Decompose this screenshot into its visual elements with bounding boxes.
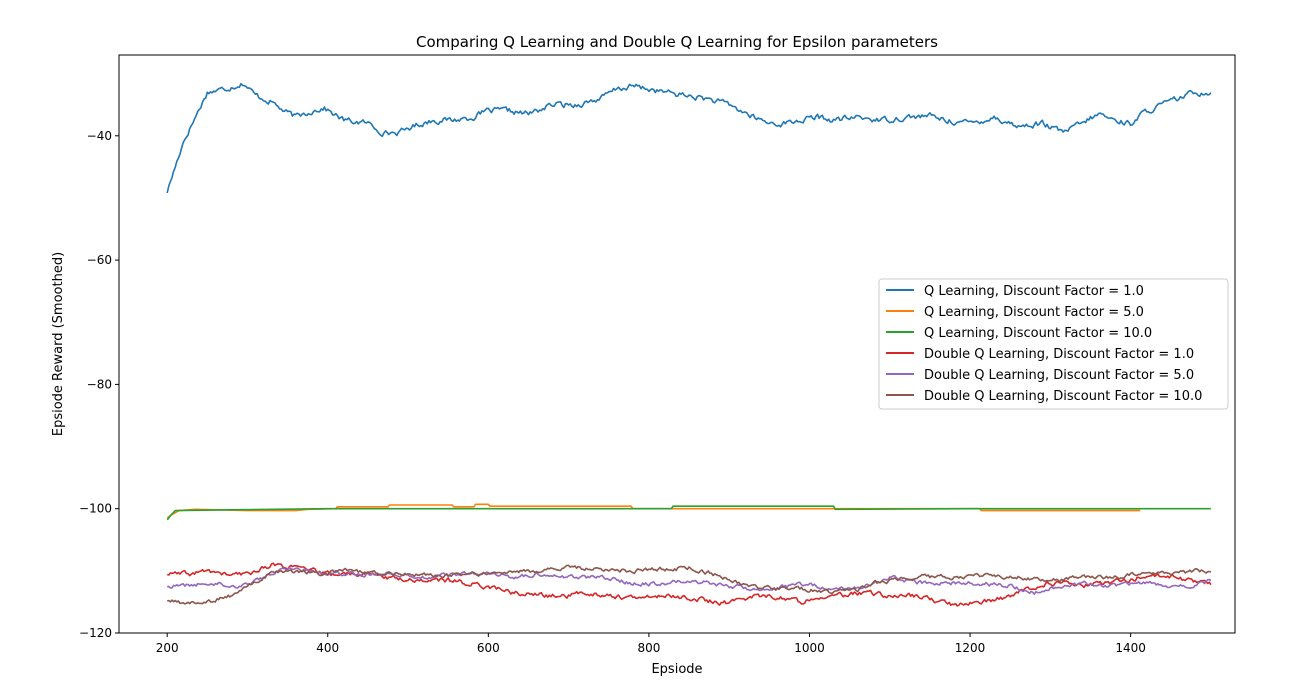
y-tick-label: −80 xyxy=(87,377,112,391)
legend: Q Learning, Discount Factor = 1.0 Q Learn… xyxy=(878,278,1229,410)
series-lines xyxy=(166,82,1212,607)
x-tick-label: 1200 xyxy=(955,641,986,655)
legend-label-3: Q Learning, Discount Factor = 10.0 xyxy=(924,326,1152,341)
legend-label-1: Q Learning, Discount Factor = 1.0 xyxy=(924,284,1144,299)
y-tick-label: −100 xyxy=(79,502,112,516)
x-tick-label: 400 xyxy=(316,641,339,655)
y-axis-ticks: −120 −100 −80 −60 −40 xyxy=(79,129,119,640)
y-tick-label: −60 xyxy=(87,253,112,267)
x-tick-label: 1000 xyxy=(794,641,825,655)
plot-frame xyxy=(118,54,1236,634)
x-tick-label: 1400 xyxy=(1115,641,1146,655)
legend-frame xyxy=(878,278,1229,410)
y-tick-label: −120 xyxy=(79,626,112,640)
legend-label-5: Double Q Learning, Discount Factor = 5.0 xyxy=(924,368,1194,383)
y-axis-label: Epsiode Reward (Smoothed) xyxy=(51,252,66,436)
x-tick-label: 800 xyxy=(637,641,660,655)
series-line-1 xyxy=(166,82,1212,194)
series-line-6 xyxy=(167,564,1212,605)
series-line-3 xyxy=(166,505,1211,521)
x-axis-ticks: 200 400 600 800 1000 1200 1400 xyxy=(156,633,1146,655)
series-line-5 xyxy=(167,566,1212,595)
legend-label-4: Double Q Learning, Discount Factor = 1.0 xyxy=(924,347,1194,362)
y-tick-label: −40 xyxy=(87,129,112,143)
x-tick-label: 600 xyxy=(477,641,500,655)
legend-label-6: Double Q Learning, Discount Factor = 10.… xyxy=(924,389,1202,404)
x-tick-label: 200 xyxy=(156,641,179,655)
legend-label-2: Q Learning, Discount Factor = 5.0 xyxy=(924,305,1144,320)
x-axis-label: Epsiode xyxy=(651,662,702,677)
chart-title: Comparing Q Learning and Double Q Learni… xyxy=(416,33,938,51)
